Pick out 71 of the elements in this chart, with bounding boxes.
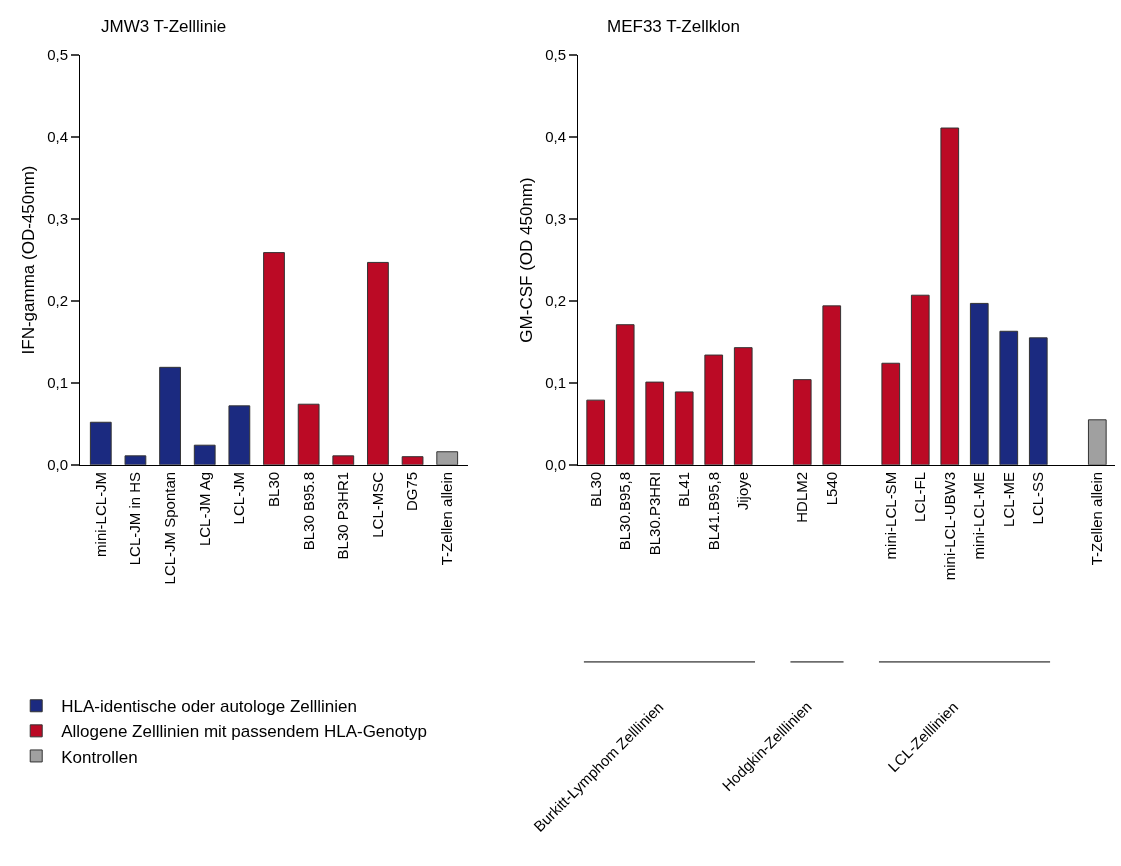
bar (792, 379, 812, 465)
x-tick-label: DG75 (403, 471, 421, 512)
bar (645, 381, 665, 465)
y-tick-label: 0,0 (545, 456, 566, 474)
x-tick-label: LCL-SS (1029, 471, 1047, 525)
bar (297, 403, 320, 465)
x-tick-label: LCL-JM in HS (126, 471, 144, 566)
x-tick-label: Jijoye (734, 471, 752, 511)
bar (822, 305, 842, 465)
bar (615, 324, 635, 465)
bar (1028, 337, 1048, 465)
bar (733, 347, 753, 465)
bar (263, 252, 285, 465)
y-tick-label: 0,1 (545, 374, 566, 392)
legend-label: HLA-identische oder autologe Zelllinien (61, 697, 358, 717)
bar (940, 127, 960, 465)
x-tick-label: BL30.B95,8 (616, 471, 634, 551)
bar (401, 456, 424, 465)
x-tick-label: HDLM2 (793, 471, 811, 523)
bar (228, 405, 251, 465)
x-tick-label: LCL-MSC (368, 471, 386, 538)
chart-title: JMW3 T-Zelllinie (101, 17, 227, 36)
y-tick-label: 0,4 (47, 128, 68, 146)
x-tick-label: LCL-JM (230, 471, 248, 525)
y-tick-label: 0,3 (545, 210, 566, 228)
x-tick-label: LCL-FL (911, 471, 929, 522)
bar (193, 444, 216, 465)
y-tick-label: 0,5 (545, 46, 566, 64)
legend-label: Kontrollen (61, 747, 138, 767)
y-tick-label: 0,5 (47, 46, 68, 64)
x-tick-label: BL30 (586, 471, 604, 507)
x-tick-label: BL30.P3HRI (645, 471, 663, 556)
bar (910, 294, 930, 465)
x-tick-label: T-Zellen allein (438, 471, 456, 566)
y-tick-label: 0,2 (47, 292, 68, 310)
bar (367, 261, 389, 465)
x-tick-label: LCL-JM Spontan (160, 471, 178, 585)
bar (674, 391, 694, 465)
x-tick-label: mini-LCL-UBW3 (940, 471, 958, 581)
y-tick-label: 0,1 (47, 374, 68, 392)
bar (704, 354, 724, 465)
x-tick-label: mini-LCL-ME (970, 471, 988, 560)
y-tick-label: 0,4 (545, 128, 566, 146)
bar (332, 455, 355, 465)
x-tick-label: BL30 B95.8 (299, 471, 317, 551)
bar (159, 366, 181, 465)
y-tick-label: 0,2 (545, 292, 566, 310)
x-tick-label: L540 (822, 471, 840, 506)
bar (969, 302, 989, 465)
x-tick-label: BL30 (264, 471, 282, 507)
x-tick-label: BL41 (675, 471, 693, 507)
y-tick-label: 0,0 (47, 456, 68, 474)
y-axis-title: IFN-gamma (OD-450nm) (18, 165, 38, 355)
x-tick-label: mini-LCL-SM (881, 471, 899, 560)
bar (586, 399, 606, 465)
y-tick-label: 0,3 (47, 210, 68, 228)
x-tick-label: BL41.B95,8 (704, 471, 722, 551)
bar (124, 455, 147, 465)
x-tick-label: LCL-ME (999, 471, 1017, 527)
bar (436, 451, 459, 465)
x-tick-label: LCL-JM Ag (195, 471, 213, 547)
bar (999, 330, 1019, 465)
bar (1087, 419, 1107, 465)
chart-title: MEF33 T-Zellklon (607, 17, 740, 36)
y-axis-title: GM-CSF (OD 450nm) (516, 177, 536, 343)
legend-label: Allogene Zelllinien mit passendem HLA-Genotyp (61, 722, 427, 742)
x-tick-label: BL30 P3HR1 (334, 471, 352, 560)
bar (89, 421, 112, 465)
x-tick-label: T-Zellen allein (1088, 471, 1106, 566)
x-tick-label: mini-LCL-JM (91, 471, 109, 557)
bar (881, 362, 901, 465)
